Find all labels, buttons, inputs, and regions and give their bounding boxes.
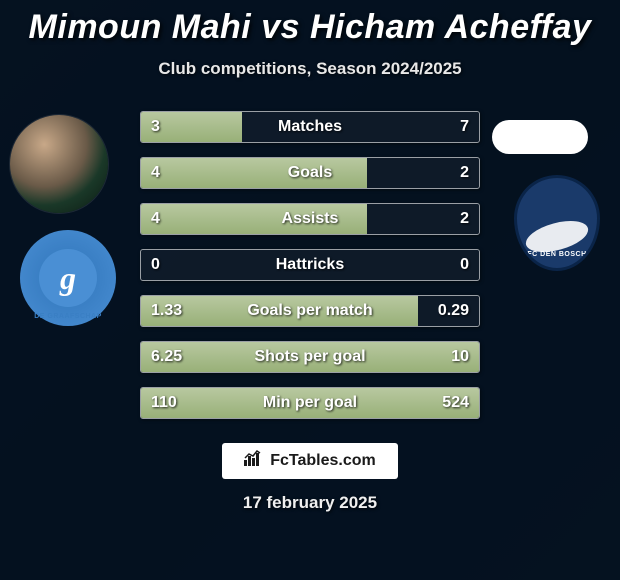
stat-label: Shots per goal bbox=[141, 342, 479, 372]
stat-label: Min per goal bbox=[141, 388, 479, 418]
stat-row: 42Assists bbox=[140, 203, 480, 235]
stats-list: 37Matches 42Goals 42Assists 00Hattricks 1.33… bbox=[140, 111, 480, 419]
stat-row: 42Goals bbox=[140, 157, 480, 189]
content-wrapper: Mimoun Mahi vs Hicham Acheffay Club comp… bbox=[0, 0, 620, 580]
shield-icon: FC DEN BOSCH bbox=[514, 175, 600, 271]
player-right-avatar bbox=[492, 120, 588, 154]
club-left-name: DE GRAAFSCHAP bbox=[34, 313, 102, 320]
stat-row: 1.330.29Goals per match bbox=[140, 295, 480, 327]
club-left-letter: g bbox=[39, 249, 97, 307]
footer-date: 17 february 2025 bbox=[0, 493, 620, 513]
stat-label: Goals bbox=[141, 158, 479, 188]
stat-row: 110524Min per goal bbox=[140, 387, 480, 419]
player-left-avatar bbox=[10, 115, 108, 213]
stat-label: Matches bbox=[141, 112, 479, 142]
chart-icon bbox=[244, 450, 264, 471]
club-left-logo: g DE GRAAFSCHAP bbox=[20, 230, 116, 326]
stat-label: Assists bbox=[141, 204, 479, 234]
club-right-name: FC DEN BOSCH bbox=[517, 251, 597, 258]
stat-row: 00Hattricks bbox=[140, 249, 480, 281]
brand-text: FcTables.com bbox=[270, 452, 376, 470]
stat-row: 37Matches bbox=[140, 111, 480, 143]
stat-row: 6.2510Shots per goal bbox=[140, 341, 480, 373]
season-subtitle: Club competitions, Season 2024/2025 bbox=[0, 59, 620, 79]
stat-label: Goals per match bbox=[141, 296, 479, 326]
comparison-title: Mimoun Mahi vs Hicham Acheffay bbox=[0, 8, 620, 47]
brand-badge: FcTables.com bbox=[222, 443, 398, 479]
stat-label: Hattricks bbox=[141, 250, 479, 280]
club-right-logo: FC DEN BOSCH bbox=[514, 175, 600, 271]
